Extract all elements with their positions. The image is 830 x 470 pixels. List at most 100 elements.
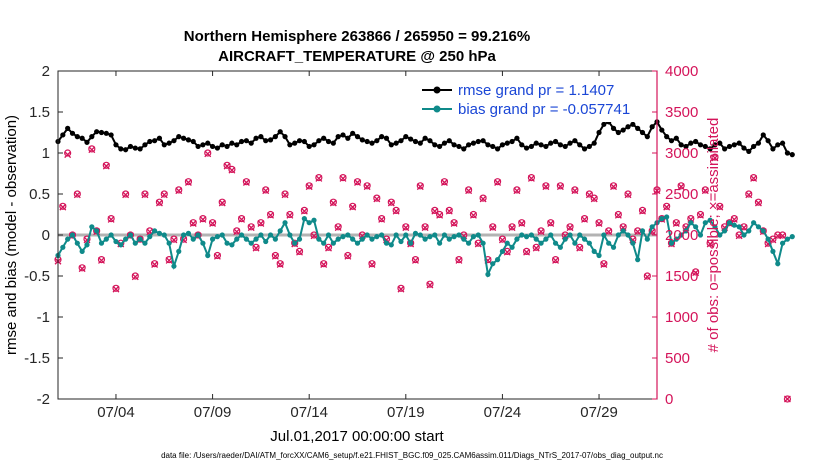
possible-obs-marker [126,231,135,239]
bias-marker [437,240,443,246]
rmse-marker [74,134,80,140]
rmse-marker [137,146,143,152]
bias-marker [770,248,776,254]
assimilated-obs-marker [242,179,250,186]
rmse-marker [393,140,399,146]
bias-marker [577,232,583,238]
bias-marker [441,232,448,238]
bias-marker [466,240,472,246]
rmse-marker [147,138,153,145]
bias-marker [789,234,795,240]
rmse-marker [350,130,356,136]
assimilated-obs-marker [300,207,308,215]
bias-marker [678,232,684,238]
possible-obs-marker [97,256,106,264]
rmse-marker [765,138,771,144]
bias-marker [60,244,66,250]
bias-marker [374,234,380,240]
possible-obs-marker [349,202,357,210]
possible-obs-marker [378,215,386,223]
bias-marker [606,240,612,246]
rmse-marker [127,143,134,150]
assimilated-obs-marker [450,220,458,227]
bias-marker [422,236,428,242]
assimilated-obs-marker [614,211,622,219]
assimilated-obs-marker [552,256,560,264]
bias-marker [123,236,129,242]
left-axis-tick-label: 1.5 [29,104,50,121]
bias-marker [118,242,124,248]
possible-obs-marker [276,260,284,268]
rmse-marker [316,138,322,144]
rmse-marker [702,143,708,150]
possible-obs-marker [407,239,415,247]
bias-marker [543,236,549,242]
rmse-marker [94,129,100,135]
possible-obs-marker [78,264,86,272]
right-axis-tick-label: 1000 [665,309,698,326]
rmse-marker [755,140,762,146]
possible-obs-marker [677,182,685,190]
x-axis-tick-label: 07/24 [484,404,522,421]
rmse-marker [403,134,409,140]
possible-obs-marker [725,219,734,227]
bias-marker [630,240,636,246]
bias-marker [69,232,76,238]
assimilated-obs-marker [474,240,482,248]
rmse-marker [770,146,776,152]
assimilated-obs-marker [421,224,429,232]
assimilated-obs-marker [349,203,357,211]
rmse-marker [354,134,361,140]
assimilated-obs-marker [296,248,303,256]
possible-obs-marker [778,231,787,239]
rmse-marker [490,143,496,150]
bias-marker [98,240,105,246]
bias-marker [200,240,206,246]
assimilated-obs-marker [228,166,236,174]
rmse-marker [475,138,481,145]
possible-obs-marker [730,215,738,223]
assimilated-obs-marker [402,224,410,232]
assimilated-obs-marker [344,252,352,260]
bias-marker [480,240,486,246]
assimilated-obs-marker [199,215,207,223]
bias-marker [84,242,90,248]
rmse-marker [441,140,448,146]
rmse-marker [335,134,341,140]
bias-marker [586,240,592,246]
assimilated-obs-marker [155,199,163,207]
rmse-marker [214,145,221,151]
bias-marker [238,232,245,238]
bias-marker [171,263,177,269]
left-axis: 2 1.5 1 0.5 0 -0.5 -1 -1.5 -2 [24,63,63,408]
bias-marker [509,244,515,250]
bias-marker [330,240,336,246]
rmse-marker [113,142,119,148]
rmse-marker [369,140,375,146]
rmse-marker [736,140,742,146]
rmse-marker [664,134,670,140]
possible-obs-marker [411,256,420,264]
assimilated-obs-marker [329,199,337,207]
possible-obs-marker [184,178,193,186]
possible-obs-marker [281,190,289,198]
assimilated-obs-marker [286,211,294,219]
rmse-marker [480,138,486,144]
possible-obs-marker [522,247,531,255]
assimilated-obs-marker [160,191,168,199]
rmse-marker [103,130,109,136]
assimilated-obs-marker [730,215,738,223]
assimilated-obs-marker [189,220,197,227]
rmse-marker [485,142,491,148]
bias-marker [775,261,781,267]
rmse-marker [432,142,438,148]
possible-obs-marker [247,223,255,231]
rmse-marker [142,142,148,148]
assimilated-obs-marker [397,285,405,293]
bias-marker [412,230,419,236]
rmse-marker [272,134,278,140]
bias-marker [408,240,414,246]
rmse-marker [296,138,303,144]
rmse-marker [84,139,90,145]
possible-obs-marker [750,174,758,182]
